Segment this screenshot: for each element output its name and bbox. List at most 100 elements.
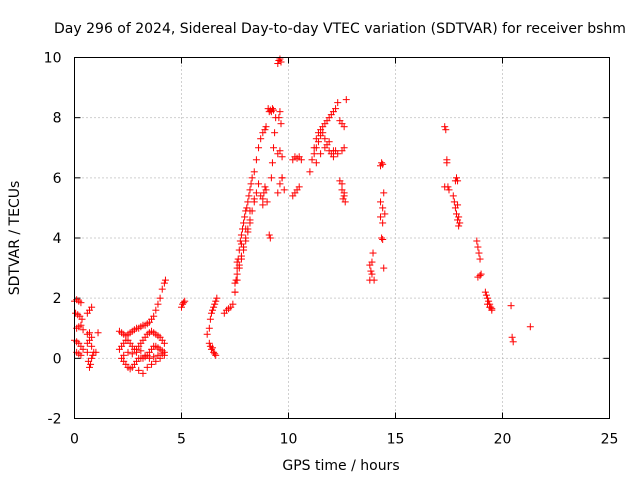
- data-point: [276, 180, 284, 188]
- data-point: [314, 138, 322, 146]
- data-point: [154, 300, 162, 308]
- data-point: [213, 294, 221, 302]
- y-tick-label: 2: [53, 291, 62, 307]
- data-point: [79, 326, 87, 334]
- data-point: [148, 360, 156, 368]
- data-point: [252, 189, 260, 197]
- data-point: [88, 354, 96, 362]
- data-point: [366, 261, 374, 269]
- data-point: [454, 201, 462, 209]
- data-point: [78, 315, 86, 323]
- data-point: [455, 222, 463, 230]
- data-point: [508, 333, 516, 341]
- data-point: [319, 129, 327, 137]
- data-point: [278, 153, 286, 161]
- data-point: [334, 150, 342, 158]
- data-point: [367, 267, 375, 275]
- data-point: [209, 306, 217, 314]
- data-point: [160, 279, 168, 287]
- data-point: [77, 321, 85, 329]
- data-point: [341, 198, 349, 206]
- y-tick-label: 6: [53, 171, 62, 187]
- data-point: [246, 186, 254, 194]
- data-point: [261, 183, 269, 191]
- data-point: [156, 354, 164, 362]
- y-tick-label: 0: [53, 351, 62, 367]
- data-point: [229, 300, 237, 308]
- data-point: [141, 351, 149, 359]
- data-point: [297, 156, 305, 164]
- data-point: [444, 183, 452, 191]
- data-point: [87, 360, 95, 368]
- data-point: [246, 207, 254, 215]
- data-point: [242, 237, 250, 245]
- data-point: [178, 303, 185, 311]
- data-point: [456, 219, 464, 227]
- data-point: [240, 246, 248, 254]
- data-point: [133, 348, 141, 356]
- data-point: [476, 255, 484, 263]
- data-point: [152, 357, 160, 365]
- data-point: [488, 305, 496, 313]
- data-point: [150, 353, 158, 361]
- data-point: [77, 299, 85, 307]
- data-point: [257, 135, 265, 143]
- data-point: [475, 249, 483, 257]
- data-point: [325, 138, 333, 146]
- data-point: [442, 126, 450, 134]
- data-point: [450, 198, 458, 206]
- data-point: [243, 204, 251, 212]
- data-point: [85, 363, 93, 371]
- data-point: [237, 255, 245, 263]
- data-point: [449, 192, 457, 200]
- data-point: [342, 96, 350, 104]
- data-point: [210, 303, 218, 311]
- data-point: [261, 126, 269, 134]
- data-point: [266, 234, 274, 242]
- data-point: [369, 249, 377, 257]
- data-point: [310, 150, 318, 158]
- data-point: [377, 198, 385, 206]
- data-point: [143, 363, 151, 371]
- data-point: [334, 99, 342, 107]
- data-points: [71, 55, 534, 377]
- data-point: [268, 159, 276, 167]
- data-point: [160, 351, 168, 359]
- data-point: [270, 144, 278, 152]
- data-point: [246, 219, 254, 227]
- data-point: [332, 105, 340, 113]
- data-point: [233, 276, 241, 284]
- data-point: [262, 186, 270, 194]
- data-point: [259, 195, 267, 203]
- data-point: [379, 204, 387, 212]
- data-point: [379, 219, 387, 227]
- data-point: [455, 213, 463, 221]
- data-point: [276, 55, 284, 63]
- data-point: [92, 348, 100, 356]
- data-point: [274, 60, 282, 68]
- x-tick-label: 25: [601, 432, 619, 448]
- data-point: [481, 288, 489, 296]
- data-point: [295, 183, 303, 191]
- data-point: [237, 240, 245, 248]
- y-tick-label: -2: [48, 412, 62, 428]
- data-point: [158, 285, 166, 293]
- data-point: [370, 276, 378, 284]
- data-point: [247, 180, 255, 188]
- data-point: [443, 159, 451, 167]
- data-point: [340, 123, 348, 131]
- data-point: [380, 189, 388, 197]
- data-point: [209, 344, 217, 352]
- data-point: [124, 348, 132, 356]
- data-point: [79, 345, 87, 353]
- data-point: [248, 174, 256, 182]
- x-tick-label: 10: [280, 432, 298, 448]
- data-point: [205, 324, 213, 332]
- x-tick-label: 0: [70, 432, 79, 448]
- data-point: [203, 330, 211, 338]
- data-point: [212, 351, 220, 359]
- y-tick-label: 8: [53, 111, 62, 127]
- data-point: [267, 174, 275, 182]
- data-point: [329, 153, 337, 161]
- data-point: [379, 160, 387, 168]
